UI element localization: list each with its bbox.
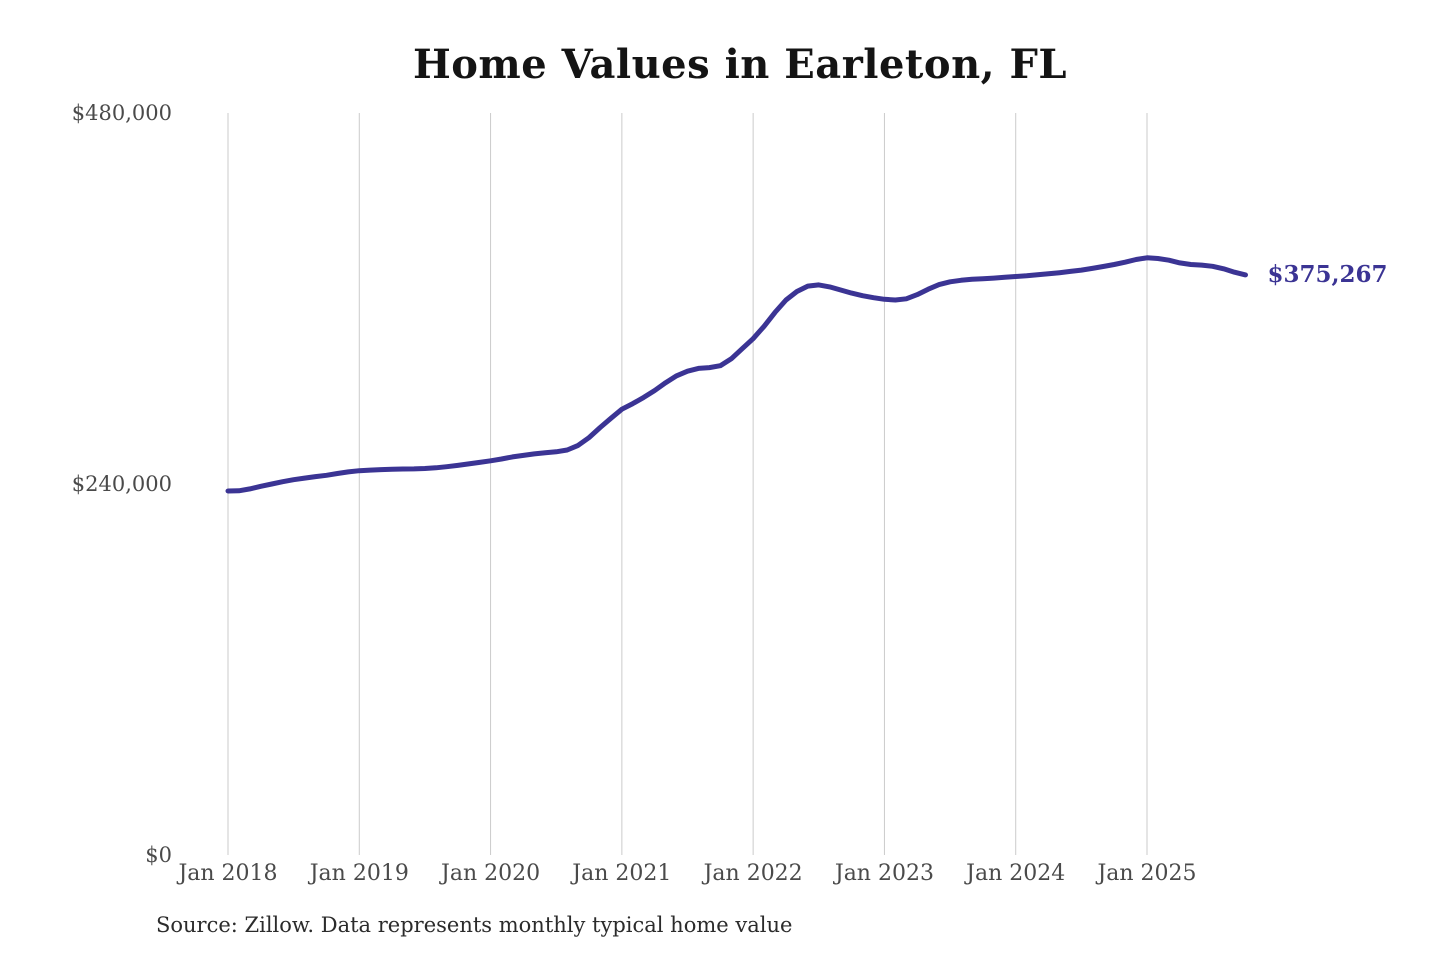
- x-axis-tick-label: Jan 2024: [964, 861, 1065, 886]
- latest-value-label: $375,267: [1267, 260, 1388, 288]
- x-axis-tick-label: Jan 2025: [1095, 861, 1196, 886]
- chart-title: Home Values in Earleton, FL: [412, 41, 1068, 88]
- x-axis-tick-label: Jan 2021: [570, 861, 671, 886]
- y-axis-tick-label: $480,000: [72, 101, 172, 125]
- source-note: Source: Zillow. Data represents monthly …: [156, 913, 793, 937]
- x-axis-tick-label: Jan 2022: [702, 861, 803, 886]
- x-axis-tick-label: Jan 2018: [176, 861, 277, 886]
- y-axis-tick-label: $240,000: [72, 472, 172, 496]
- y-axis-tick-label: $0: [145, 843, 172, 867]
- x-axis-tick-label: Jan 2020: [439, 861, 540, 886]
- x-axis-tick-label: Jan 2023: [833, 861, 934, 886]
- x-axis-tick-label: Jan 2019: [308, 861, 409, 886]
- home-value-line-series: [225, 255, 1248, 494]
